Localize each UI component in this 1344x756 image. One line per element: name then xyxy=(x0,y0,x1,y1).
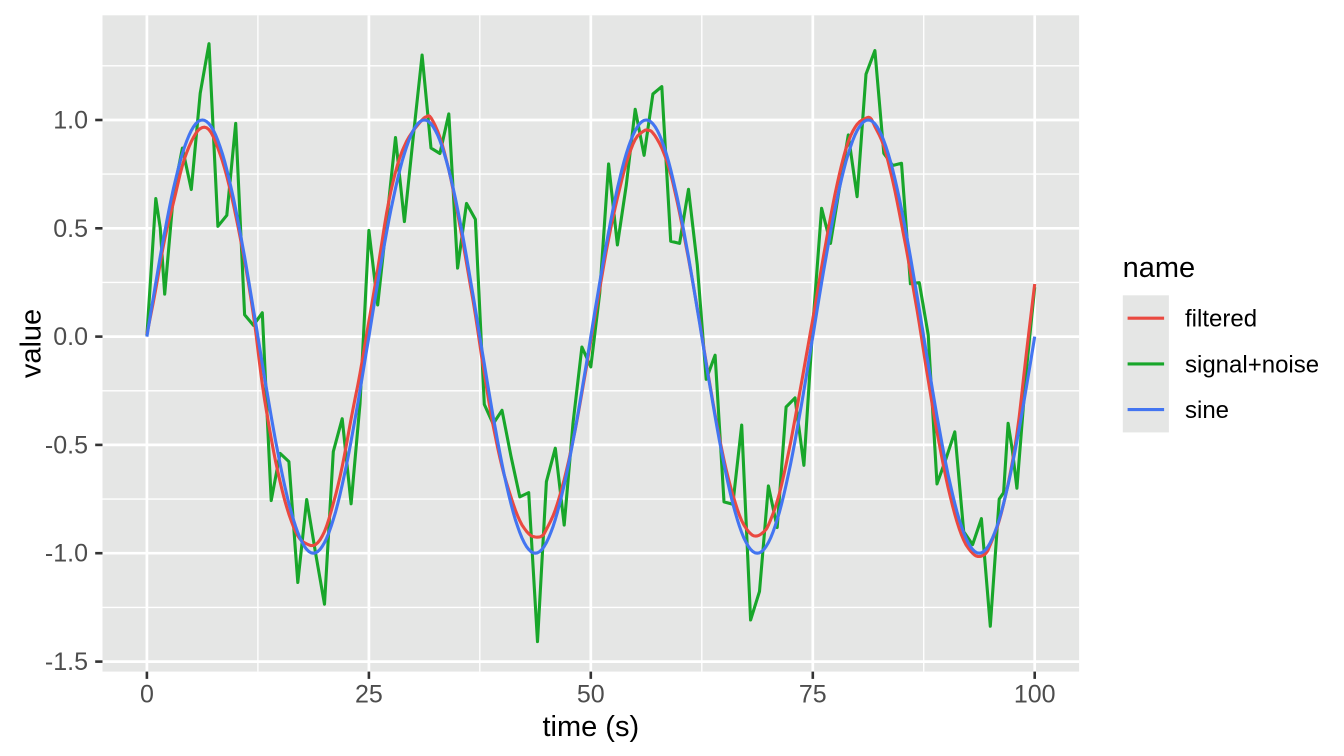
svg-text:25: 25 xyxy=(355,681,383,709)
svg-text:75: 75 xyxy=(799,681,827,709)
svg-text:signal+noise: signal+noise xyxy=(1185,351,1319,378)
svg-text:1.0: 1.0 xyxy=(53,107,88,135)
svg-text:0.0: 0.0 xyxy=(53,323,88,351)
svg-text:-0.5: -0.5 xyxy=(45,431,88,459)
svg-text:filtered: filtered xyxy=(1185,306,1257,333)
svg-text:100: 100 xyxy=(1014,681,1056,709)
svg-text:name: name xyxy=(1123,252,1196,284)
svg-text:0.5: 0.5 xyxy=(53,215,88,243)
svg-text:time (s): time (s) xyxy=(542,711,639,743)
svg-text:0: 0 xyxy=(140,681,154,709)
svg-text:-1.0: -1.0 xyxy=(45,540,88,568)
svg-text:value: value xyxy=(16,309,48,378)
svg-text:-1.5: -1.5 xyxy=(45,648,88,676)
svg-text:sine: sine xyxy=(1185,397,1229,424)
svg-text:50: 50 xyxy=(577,681,605,709)
